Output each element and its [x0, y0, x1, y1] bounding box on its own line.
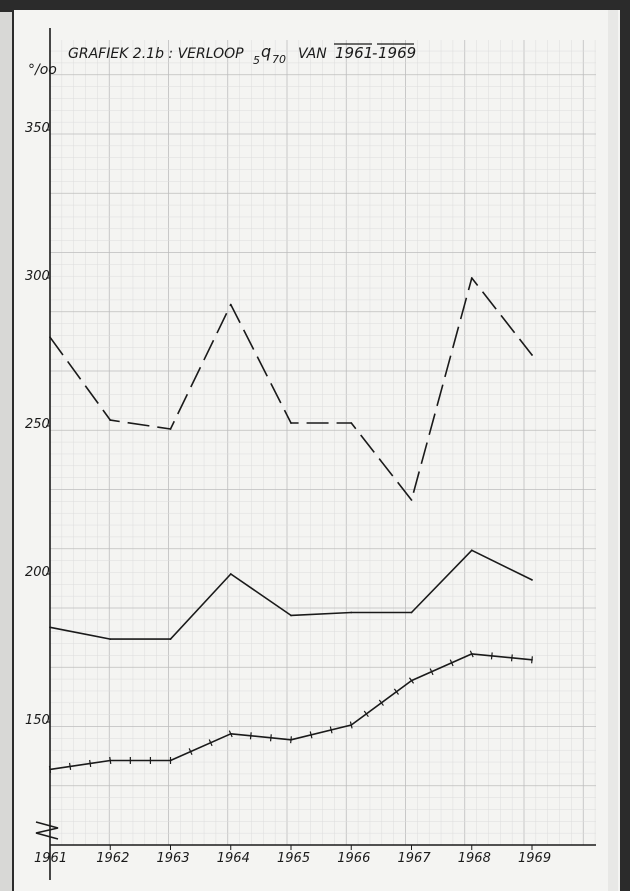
- series-cross-tick: [188, 748, 193, 756]
- chart-title-tail: VAN: [298, 46, 327, 62]
- x-tick-label: 1966: [337, 851, 370, 866]
- series-cross-tick: [309, 731, 313, 739]
- series-1-point-1963: [169, 638, 172, 641]
- chart-title: GRAFIEK 2.1b : VERLOOP: [68, 46, 244, 62]
- x-tick-label: 1969: [518, 851, 551, 866]
- series-0-point-1965: [290, 422, 292, 424]
- y-tick-label: 300: [25, 269, 50, 284]
- paper-right-edge: [608, 10, 618, 891]
- x-tick-label: 1968: [458, 851, 491, 866]
- series-0-point-1962: [109, 419, 112, 421]
- y-axis-label: °/oo: [28, 62, 57, 78]
- series-2-point-1968: [470, 653, 473, 655]
- title-year-start: 1961: [335, 44, 373, 62]
- x-tick-label: 1963: [157, 851, 190, 866]
- axis-break-mark: [35, 821, 59, 840]
- series-cross-tick: [449, 659, 454, 667]
- title-symbol-pre: 5: [253, 54, 260, 67]
- series-2-point-1965: [290, 738, 292, 741]
- series-0-point-1969: [531, 354, 533, 356]
- y-tick-label: 250: [25, 417, 50, 432]
- x-tick-label: 1961: [34, 851, 67, 866]
- series-0-point-1964: [229, 303, 232, 306]
- title-symbol-sub: 70: [272, 53, 286, 66]
- series-cross-tick: [378, 699, 384, 706]
- series-1-point-1965: [290, 614, 292, 617]
- series-2-point-1966: [350, 724, 353, 726]
- y-tick-label: 150: [25, 713, 50, 728]
- x-tick-label: 1965: [277, 851, 310, 866]
- series-1-point-1968: [470, 549, 473, 552]
- series-2-point-1967: [410, 679, 413, 682]
- series-2-point-1964: [229, 732, 232, 735]
- series-cross-tick: [89, 759, 92, 767]
- series-cross-tick: [429, 668, 434, 676]
- graph-paper-grid: [49, 40, 596, 846]
- series-2-point-1963: [169, 759, 172, 762]
- x-tick-label: 1962: [96, 851, 129, 866]
- series-cross-tick: [208, 739, 213, 747]
- series-0-point-1961: [49, 336, 51, 339]
- chart-axes: [35, 28, 596, 880]
- series-1-point-1962: [109, 638, 112, 641]
- series-2-point-1962: [109, 759, 112, 762]
- binding-edge: [0, 12, 12, 891]
- series-1-point-1967: [410, 611, 413, 614]
- series-0-point-1963: [169, 428, 172, 430]
- series-0-point-1966: [350, 422, 353, 424]
- series-cross-tick: [249, 732, 252, 740]
- series-2-point-1969: [531, 658, 533, 661]
- series-cross-tick: [269, 734, 272, 742]
- y-tick-label: 200: [25, 565, 50, 580]
- series-cross-tick: [490, 652, 493, 660]
- series-1-point-1966: [350, 611, 353, 614]
- series-cross-tick: [393, 688, 399, 695]
- series-cross-tick: [510, 654, 513, 662]
- series-0-point-1968: [470, 277, 473, 279]
- series-0-point-1967: [410, 499, 413, 501]
- x-tick-label: 1964: [217, 851, 250, 866]
- series-cross-tick: [363, 710, 369, 718]
- chart-tick-labels: 150 200 250 300 350 1961 1962 1963 1964 1965 1966 1…: [25, 121, 551, 866]
- title-year-dash: -: [372, 44, 377, 62]
- paper-sheet: [14, 10, 620, 891]
- chart-title-group: GRAFIEK 2.1b : VERLOOP 5 q 70 VAN 1961 -…: [68, 42, 416, 67]
- series-2-point-1961: [49, 768, 51, 771]
- x-tick-label: 1967: [398, 851, 432, 866]
- series-1-point-1961: [49, 626, 51, 629]
- series-cross-tick: [329, 726, 333, 734]
- title-year-end: 1969: [378, 44, 416, 62]
- series-cross-tick: [68, 762, 72, 770]
- title-symbol-main: q: [261, 42, 271, 61]
- series-1-point-1964: [229, 573, 232, 575]
- chart-series: [48, 277, 533, 773]
- series-1-point-1969: [531, 579, 533, 581]
- y-tick-label: 350: [25, 121, 50, 136]
